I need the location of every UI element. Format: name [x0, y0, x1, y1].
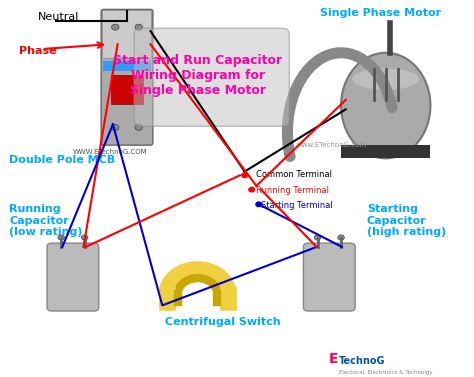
Text: WWW.ETechnoG.COM: WWW.ETechnoG.COM	[73, 149, 147, 155]
Text: Starting
Capacitor
(high rating): Starting Capacitor (high rating)	[367, 204, 446, 237]
Bar	[341, 145, 430, 158]
Text: Running
Capacitor
(low rating): Running Capacitor (low rating)	[9, 204, 83, 237]
Text: Single Phase Motor: Single Phase Motor	[320, 8, 441, 18]
FancyBboxPatch shape	[101, 9, 153, 145]
Bar	[103, 61, 151, 71]
Text: Common Terminal: Common Terminal	[256, 170, 332, 179]
Text: Start and Run Capacitor
Wiring Diagram for
Single Phase Motor: Start and Run Capacitor Wiring Diagram f…	[113, 54, 282, 97]
Circle shape	[256, 202, 262, 207]
FancyBboxPatch shape	[102, 11, 152, 58]
Text: Centrifugal Switch: Centrifugal Switch	[164, 317, 280, 327]
Text: Double Pole MCB: Double Pole MCB	[9, 155, 116, 165]
Ellipse shape	[341, 53, 430, 158]
Text: www.ETechnoG.com: www.ETechnoG.com	[296, 142, 366, 148]
FancyBboxPatch shape	[134, 28, 289, 126]
Ellipse shape	[352, 69, 419, 90]
Circle shape	[135, 24, 143, 30]
Circle shape	[338, 235, 344, 240]
Circle shape	[111, 124, 119, 130]
Text: Neutral: Neutral	[37, 12, 79, 22]
Circle shape	[111, 24, 119, 30]
Circle shape	[135, 124, 143, 130]
Text: Electrical, Electronics & Technolgy: Electrical, Electronics & Technolgy	[339, 370, 432, 375]
Circle shape	[82, 235, 88, 240]
Circle shape	[58, 235, 64, 240]
Text: Phase: Phase	[19, 46, 56, 56]
Circle shape	[242, 173, 247, 178]
Bar	[110, 75, 144, 104]
Text: Starting Terminal: Starting Terminal	[261, 201, 333, 210]
Text: E: E	[329, 352, 339, 366]
FancyBboxPatch shape	[47, 243, 99, 311]
Text: TechnoG: TechnoG	[339, 356, 385, 366]
FancyBboxPatch shape	[303, 243, 355, 311]
Text: Running Terminal: Running Terminal	[256, 186, 329, 195]
Circle shape	[314, 235, 321, 240]
Circle shape	[249, 187, 255, 192]
